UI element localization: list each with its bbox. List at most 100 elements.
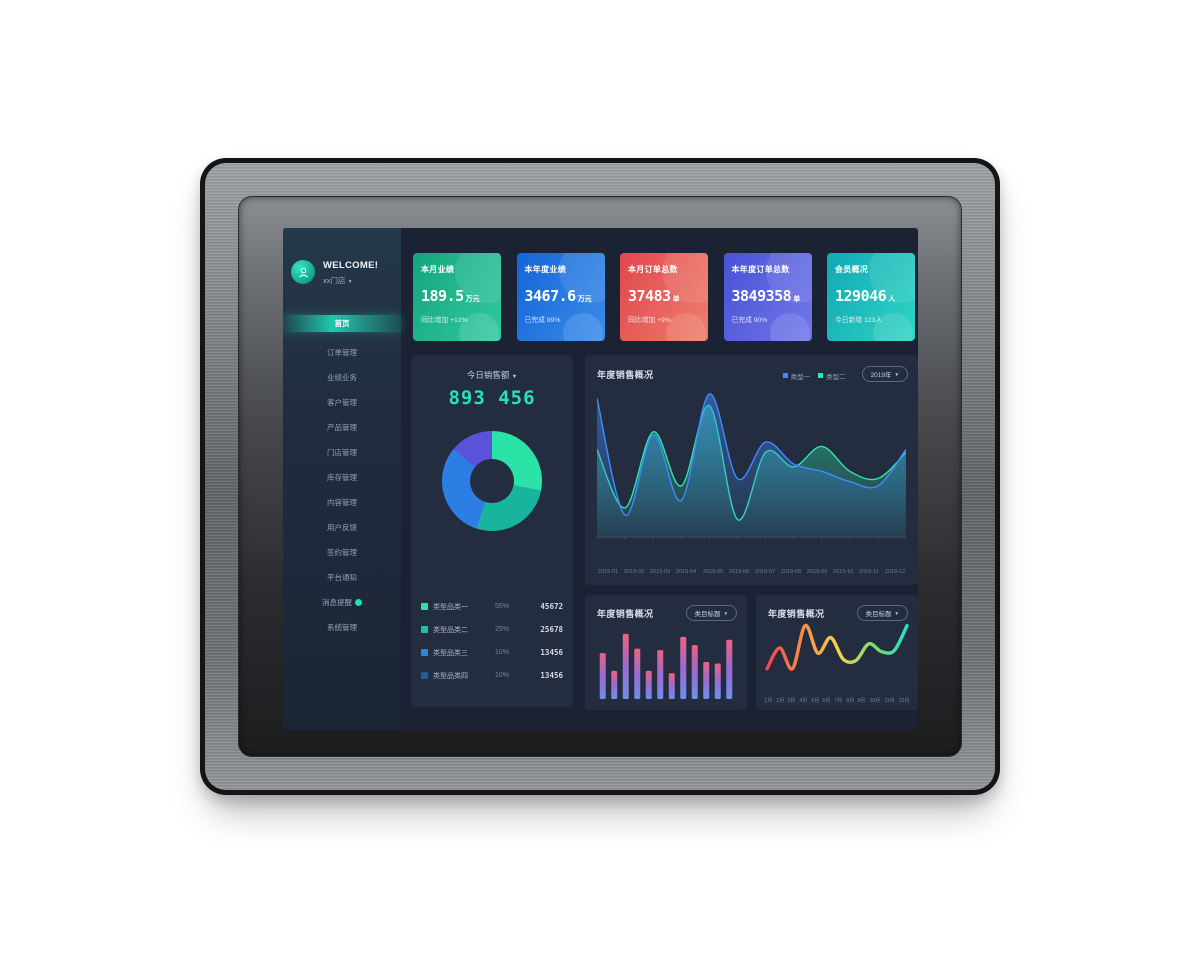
kpi-subtitle: 同比增加 +12% <box>421 314 493 324</box>
panel-title: 年度销售概况 <box>597 368 653 381</box>
monitor-frame: WELCOME! xx门店 ▼ 首页订单管理业绩业务客户管理产品管理门店管理库存… <box>200 158 1000 795</box>
legend-label: 类型品类一 <box>433 602 495 612</box>
profile-block: WELCOME! xx门店 ▼ <box>291 260 378 286</box>
sidebar-item[interactable]: 签约管理 <box>283 540 401 565</box>
chevron-down-icon: ▼ <box>512 374 517 380</box>
rainbow-chart-xaxis: 1月2月3月4月5月6月7月8月9月10月11月12月 <box>764 696 910 704</box>
sidebar-item[interactable]: 用户反馈 <box>283 515 401 540</box>
sidebar-item[interactable]: 业绩业务 <box>283 365 401 390</box>
legend-value: 13456 <box>523 648 563 657</box>
legend-item: 类型一 <box>783 371 811 381</box>
legend-value: 25678 <box>523 625 563 634</box>
kpi-value: 3849358单 <box>732 287 804 305</box>
legend-swatch <box>421 626 428 633</box>
area-chart-legend: 类型一类型二 <box>783 365 854 383</box>
category-filter[interactable]: 类目标题 ▼ <box>686 605 737 621</box>
tick-label: 8月 <box>846 696 854 703</box>
year-select[interactable]: 2019年 ▼ <box>862 366 908 382</box>
legend-label: 类型品类三 <box>433 648 495 658</box>
tick-label: 2019-03 <box>650 569 670 575</box>
kpi-subtitle: 今日新增 123人 <box>835 314 907 324</box>
kpi-unit: 单 <box>793 296 800 303</box>
chevron-down-icon: ▼ <box>895 611 899 616</box>
kpi-card[interactable]: 本年度订单总数 3849358单已完成 90% <box>724 253 812 341</box>
legend-label: 类型品类二 <box>433 625 495 635</box>
tick-label: 2019-04 <box>676 569 696 575</box>
panel-title: 年度销售概况 <box>597 607 653 620</box>
legend-swatch <box>421 672 428 679</box>
kpi-subtitle: 已完成 90% <box>732 314 804 324</box>
donut-chart <box>442 431 542 531</box>
legend-row: 类型品类三10%13456 <box>421 641 563 664</box>
kpi-card[interactable]: 本年度业绩 3467.6万元已完成 89% <box>517 253 605 341</box>
kpi-value: 37483单 <box>628 287 700 305</box>
chevron-down-icon: ▼ <box>348 279 353 285</box>
legend-swatch <box>421 649 428 656</box>
sidebar-item[interactable]: 首页 <box>283 315 401 332</box>
chevron-down-icon: ▼ <box>724 611 728 616</box>
legend-row: 类型品类二25%25678 <box>421 618 563 641</box>
tick-label: 12月 <box>899 696 910 703</box>
legend-value: 13456 <box>523 671 563 680</box>
legend-swatch <box>818 373 823 378</box>
legend-percent: 25% <box>495 626 523 633</box>
tick-label: 2019-07 <box>755 569 775 575</box>
kpi-unit: 人 <box>888 296 895 303</box>
today-sales-label[interactable]: 今日销售额 ▼ <box>411 369 573 381</box>
bar-chart-panel: 年度销售概况 类目标题 ▼ <box>585 595 747 710</box>
donut-legend: 类型品类一55%45672类型品类二25%25678类型品类三10%13456类… <box>421 595 563 687</box>
legend-row: 类型品类四10%13456 <box>421 664 563 687</box>
tick-label: 2019-06 <box>729 569 749 575</box>
chevron-down-icon: ▼ <box>895 372 899 377</box>
kpi-card[interactable]: 会员概况 129046人今日新增 123人 <box>827 253 915 341</box>
kpi-value: 3467.6万元 <box>525 287 597 305</box>
kpi-title: 本月业绩 <box>421 264 493 275</box>
kpi-unit: 万元 <box>466 296 480 303</box>
sidebar-item[interactable]: 产品管理 <box>283 415 401 440</box>
sidebar-item[interactable]: 库存管理 <box>283 465 401 490</box>
donut-hole <box>470 459 514 503</box>
sidebar-item[interactable]: 系统管理 <box>283 615 401 640</box>
store-name: xx门店 <box>323 276 346 285</box>
kpi-value: 129046人 <box>835 287 907 305</box>
kpi-unit: 万元 <box>578 296 592 303</box>
legend-row: 类型品类一55%45672 <box>421 595 563 618</box>
tick-label: 11月 <box>884 696 894 703</box>
store-selector[interactable]: xx门店 ▼ <box>323 275 378 286</box>
tick-label: 2019-10 <box>833 569 853 575</box>
user-icon <box>297 266 310 279</box>
tick-label: 1月 <box>764 696 772 703</box>
tick-label: 2019-02 <box>624 569 644 575</box>
tick-label: 4月 <box>799 696 807 703</box>
kpi-unit: 单 <box>673 296 680 303</box>
rainbow-line-chart <box>764 617 910 679</box>
sidebar-menu: 首页订单管理业绩业务客户管理产品管理门店管理库存管理内容管理用户反馈签约管理平台… <box>283 315 401 640</box>
avatar[interactable] <box>291 260 315 284</box>
today-sales-panel: 今日销售额 ▼ 893 456 类型品类一55%45672类型品类二25%256… <box>411 355 573 707</box>
today-sales-value: 893 456 <box>411 387 573 409</box>
tick-label: 10月 <box>869 696 880 703</box>
kpi-card[interactable]: 本月订单总数37483单同比增加 +9% <box>620 253 708 341</box>
legend-value: 45672 <box>523 602 563 611</box>
kpi-title: 本年度业绩 <box>525 264 597 275</box>
tick-label: 9月 <box>858 696 866 703</box>
sidebar-item[interactable]: 订单管理 <box>283 340 401 365</box>
legend-percent: 10% <box>495 649 523 656</box>
legend-swatch <box>421 603 428 610</box>
sidebar-item[interactable]: 消息提醒 <box>283 590 401 615</box>
kpi-subtitle: 已完成 89% <box>525 314 597 324</box>
kpi-card[interactable]: 本月业绩189.5万元同比增加 +12% <box>413 253 501 341</box>
annual-sales-panel: 年度销售概况 类型一类型二 2019年 ▼ 2019-012019-022019… <box>585 355 918 585</box>
kpi-title: 本年度订单总数 <box>732 264 804 275</box>
kpi-title: 会员概况 <box>835 264 907 275</box>
tick-label: 5月 <box>811 696 819 703</box>
sidebar-item[interactable]: 门店管理 <box>283 440 401 465</box>
legend-item: 类型二 <box>818 371 846 381</box>
sidebar-item[interactable]: 内容管理 <box>283 490 401 515</box>
sidebar-item[interactable]: 平台通知 <box>283 565 401 590</box>
dashboard-display: WELCOME! xx门店 ▼ 首页订单管理业绩业务客户管理产品管理门店管理库存… <box>283 228 918 730</box>
sidebar-item[interactable]: 客户管理 <box>283 390 401 415</box>
tick-label: 2019-11 <box>859 569 879 575</box>
sidebar: WELCOME! xx门店 ▼ 首页订单管理业绩业务客户管理产品管理门店管理库存… <box>283 228 401 730</box>
tick-label: 3月 <box>788 696 796 703</box>
